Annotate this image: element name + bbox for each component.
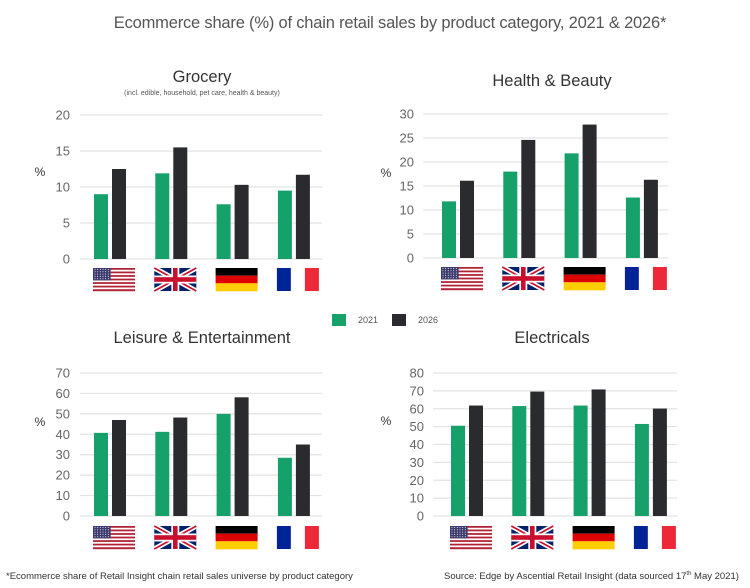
grocery-y-tick-label: 10	[56, 180, 70, 195]
electricals-y-tick-label: 30	[410, 455, 424, 470]
leisure-entertainment-y-tick-label: 40	[56, 427, 70, 442]
grocery-france-flag-icon	[276, 268, 319, 291]
electricals-germany-flag-icon	[572, 526, 615, 550]
electricals-y-tick-label: 80	[410, 366, 424, 381]
health-beauty-bar-germany-2026	[582, 124, 597, 258]
panel-title-health-beauty: Health & Beauty	[492, 72, 612, 90]
leisure-entertainment-bar-uk-2021	[155, 431, 170, 516]
panel-title-electricals: Electricals	[514, 329, 590, 347]
grocery-bar-germany-2026	[234, 184, 249, 259]
health-beauty-y-tick-label: 15	[400, 179, 414, 194]
electricals-bar-france-2021	[634, 423, 649, 516]
grocery-y-tick-label: 20	[56, 108, 70, 123]
grocery-bar-us-2026	[112, 169, 126, 259]
grocery-bar-uk-2026	[173, 147, 188, 259]
source-sup: th	[686, 571, 692, 577]
source-suffix: May 2021)	[691, 571, 739, 583]
electricals-bar-germany-2026	[591, 389, 606, 516]
source-note: Source: Edge by Ascential Retail Insight…	[444, 571, 739, 582]
health-beauty-y-tick-label: 0	[407, 251, 414, 266]
health-beauty-bar-uk-2026	[521, 139, 536, 258]
leisure-entertainment-y-tick-label: 30	[56, 447, 70, 462]
leisure-entertainment-y-tick-label: 0	[63, 509, 70, 524]
electricals-bar-germany-2021	[573, 405, 588, 516]
health-beauty-y-tick-label: 5	[407, 227, 414, 242]
grocery-bar-uk-2021	[155, 173, 170, 259]
health-beauty-uk-flag-icon	[501, 264, 546, 293]
grocery-y-tick-label: 15	[56, 144, 70, 159]
electricals-france-flag-icon	[633, 526, 676, 549]
grocery-bar-france-2021	[277, 190, 292, 259]
health-beauty-y-axis-label: %	[381, 166, 392, 180]
electricals-y-tick-label: 20	[410, 473, 424, 488]
grocery-us-flag-icon	[93, 268, 135, 292]
leisure-entertainment-y-tick-label: 60	[56, 386, 70, 401]
leisure-entertainment-y-axis-label: %	[35, 415, 46, 429]
grocery-bar-france-2026	[295, 174, 310, 259]
health-beauty-germany-flag-icon	[563, 267, 606, 291]
panel-title-leisure: Leisure & Entertainment	[113, 329, 291, 347]
health-beauty-y-tick-label: 25	[400, 131, 414, 146]
electricals-bar-uk-2026	[530, 391, 545, 516]
grocery-bar-us-2021	[94, 194, 108, 259]
leisure-entertainment-bar-us-2021	[94, 432, 108, 516]
electricals-bar-us-2021	[451, 425, 465, 516]
grocery-y-axis-label: %	[35, 165, 46, 179]
leisure-entertainment-bar-uk-2026	[173, 417, 188, 516]
main-title: Ecommerce share (%) of chain retail sale…	[113, 14, 667, 32]
legend-swatch-2026	[392, 314, 407, 326]
leisure-entertainment-bar-france-2021	[277, 457, 292, 516]
health-beauty-bar-france-2021	[625, 197, 640, 258]
legend-label-2021: 2021	[358, 315, 379, 325]
legend-swatch-2021	[332, 314, 346, 326]
leisure-entertainment-france-flag-icon	[276, 526, 319, 549]
leisure-entertainment-us-flag-icon	[93, 526, 135, 550]
grocery-uk-flag-icon	[153, 265, 198, 294]
leisure-entertainment-bar-us-2026	[112, 419, 126, 516]
electricals-y-tick-label: 40	[410, 437, 424, 452]
health-beauty-us-flag-icon	[441, 267, 483, 291]
leisure-entertainment-germany-flag-icon	[215, 526, 258, 550]
grocery-y-tick-label: 0	[63, 252, 70, 267]
grocery-germany-flag-icon	[215, 268, 258, 292]
leisure-entertainment-bar-germany-2026	[234, 397, 249, 516]
health-beauty-bar-germany-2021	[564, 153, 579, 258]
electricals-us-flag-icon	[450, 526, 492, 550]
health-beauty-bar-us-2021	[442, 201, 456, 258]
electricals-bar-france-2026	[652, 408, 667, 516]
grocery-y-tick-label: 5	[63, 216, 70, 231]
leisure-entertainment-bar-france-2026	[295, 444, 310, 516]
health-beauty-y-tick-label: 20	[400, 155, 414, 170]
electricals-uk-flag-icon	[510, 523, 555, 552]
health-beauty-bar-france-2026	[643, 179, 658, 258]
electricals-bar-us-2026	[469, 405, 483, 516]
electricals-y-axis-label: %	[381, 414, 392, 428]
footnote: *Ecommerce share of Retail Insight chain…	[6, 571, 353, 582]
health-beauty-y-tick-label: 10	[400, 203, 414, 218]
legend: 2021 2026	[332, 314, 452, 326]
electricals-y-tick-label: 50	[410, 419, 424, 434]
leisure-entertainment-y-tick-label: 70	[56, 366, 70, 381]
electricals-y-tick-label: 60	[410, 401, 424, 416]
grocery-bar-germany-2021	[216, 204, 231, 259]
health-beauty-france-flag-icon	[624, 267, 667, 290]
leisure-entertainment-y-tick-label: 50	[56, 406, 70, 421]
electricals-y-tick-label: 70	[410, 383, 424, 398]
health-beauty-bar-uk-2021	[503, 171, 518, 258]
electricals-y-tick-label: 10	[410, 491, 424, 506]
leisure-entertainment-y-tick-label: 20	[56, 468, 70, 483]
electricals-y-tick-label: 0	[417, 509, 424, 524]
panel-subtitle-grocery: (incl. edible, household, pet care, heal…	[124, 90, 280, 97]
electricals-bar-uk-2021	[512, 406, 527, 516]
leisure-entertainment-bar-germany-2021	[216, 413, 231, 516]
leisure-entertainment-uk-flag-icon	[153, 523, 198, 552]
panel-title-grocery: Grocery	[172, 68, 232, 86]
leisure-entertainment-y-tick-label: 10	[56, 488, 70, 503]
source-prefix: Source: Edge by Ascential Retail Insight…	[444, 571, 687, 583]
legend-label-2026: 2026	[418, 315, 439, 325]
health-beauty-bar-us-2026	[460, 180, 474, 258]
health-beauty-y-tick-label: 30	[400, 107, 414, 122]
